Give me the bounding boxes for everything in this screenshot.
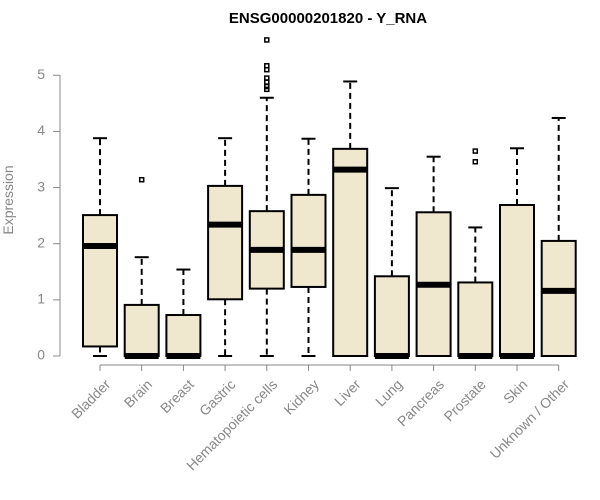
outlier-9-0 — [472, 159, 479, 165]
x-tick-label-11: Unknown / Other — [487, 376, 573, 462]
outlier-4-5 — [264, 63, 270, 69]
y-axis: 0 1 2 3 4 5 — [37, 66, 61, 363]
box-rect-5 — [290, 193, 327, 288]
x-tick-label-10: Skin — [500, 376, 531, 407]
box-rect-6 — [332, 147, 369, 357]
y-tick-label-4: 4 — [37, 122, 45, 138]
boxes-group — [82, 37, 577, 359]
y-tick-label-5: 5 — [37, 66, 45, 82]
y-tick-label-1: 1 — [37, 291, 45, 307]
box-rect-11 — [540, 239, 577, 357]
outlier-9-1 — [472, 148, 479, 154]
box-9 — [457, 148, 494, 359]
box-7 — [373, 187, 410, 359]
box-rect-3 — [207, 184, 244, 301]
box-rect-2 — [165, 314, 202, 358]
box-6 — [332, 80, 369, 357]
box-2 — [165, 268, 202, 359]
box-1 — [123, 176, 160, 359]
box-0 — [82, 137, 118, 357]
box-rect-7 — [373, 275, 410, 357]
x-tick-label-6: Liver — [331, 376, 364, 409]
x-tick-label-9: Prostate — [441, 376, 489, 424]
x-tick-label-5: Kidney — [280, 376, 322, 418]
y-tick-label-2: 2 — [37, 234, 45, 250]
x-tick-label-1: Brain — [121, 376, 155, 410]
outlier-4-6 — [264, 37, 270, 43]
chart-title: ENSG00000201820 - Y_RNA — [229, 10, 427, 27]
box-5 — [290, 137, 327, 357]
box-3 — [207, 137, 244, 357]
outlier-4-0 — [264, 86, 270, 93]
box-rect-1 — [123, 303, 160, 358]
outlier-4-3 — [264, 75, 270, 81]
x-tick-label-0: Bladder — [68, 376, 114, 422]
y-axis-label: Expression — [0, 165, 16, 234]
box-8 — [415, 155, 452, 357]
box-4 — [248, 37, 285, 357]
x-tick-label-2: Breast — [157, 376, 197, 416]
box-10 — [499, 147, 535, 359]
box-rect-10 — [499, 203, 535, 357]
box-rect-9 — [457, 281, 494, 358]
y-tick-label-3: 3 — [37, 178, 45, 194]
outlier-1-0 — [138, 176, 145, 183]
y-tick-label-0: 0 — [37, 347, 45, 363]
box-rect-0 — [82, 214, 118, 348]
outlier-4-1 — [264, 83, 270, 90]
box-11 — [540, 116, 577, 357]
x-tick-label-7: Lung — [372, 376, 405, 409]
